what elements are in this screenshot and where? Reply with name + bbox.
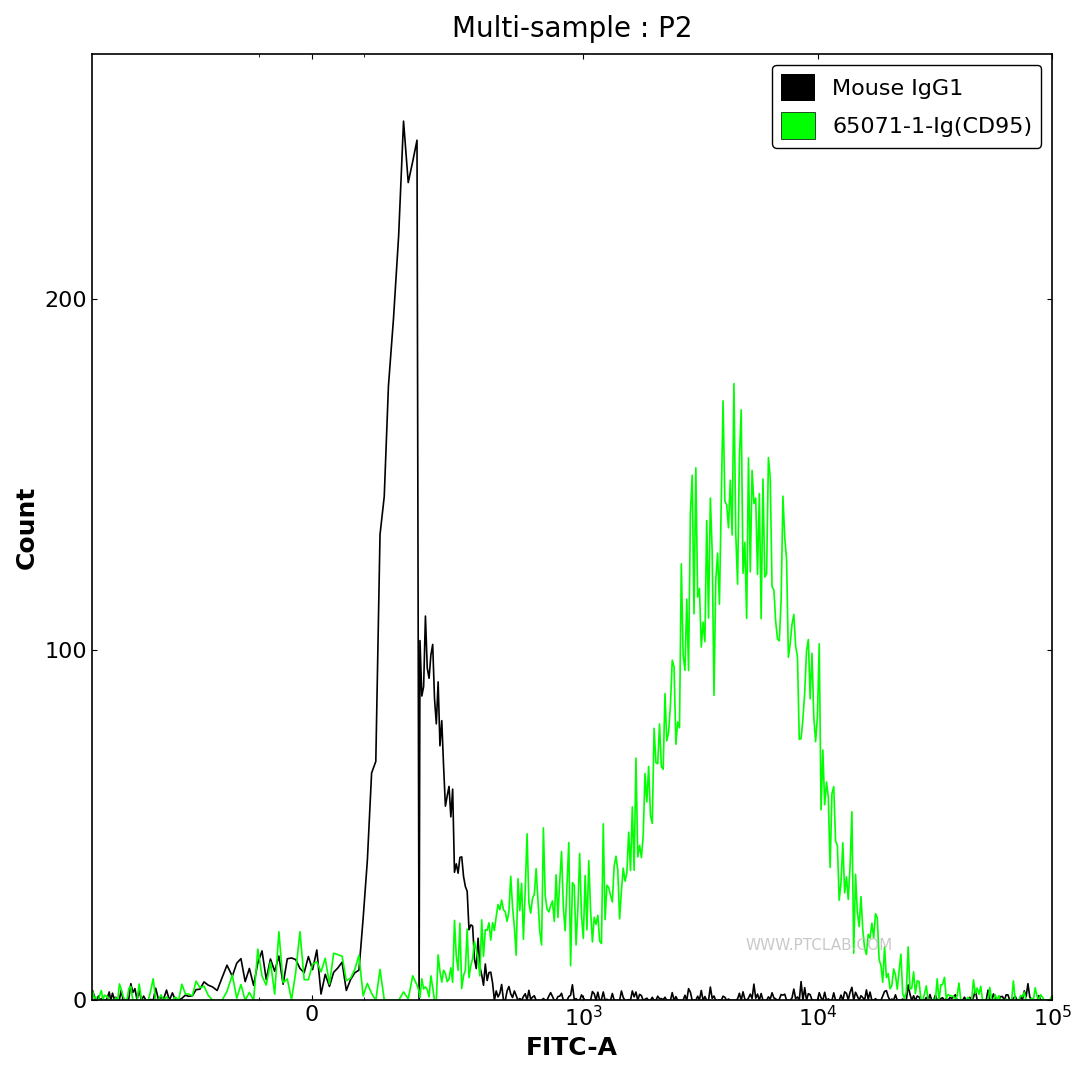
- Title: Multi-sample : P2: Multi-sample : P2: [452, 15, 692, 43]
- X-axis label: FITC-A: FITC-A: [526, 1036, 619, 1060]
- Text: WWW.PTCLAB.COM: WWW.PTCLAB.COM: [745, 938, 892, 954]
- Y-axis label: Count: Count: [15, 485, 39, 569]
- Legend: Mouse IgG1, 65071-1-Ig(CD95): Mouse IgG1, 65071-1-Ig(CD95): [772, 64, 1041, 148]
